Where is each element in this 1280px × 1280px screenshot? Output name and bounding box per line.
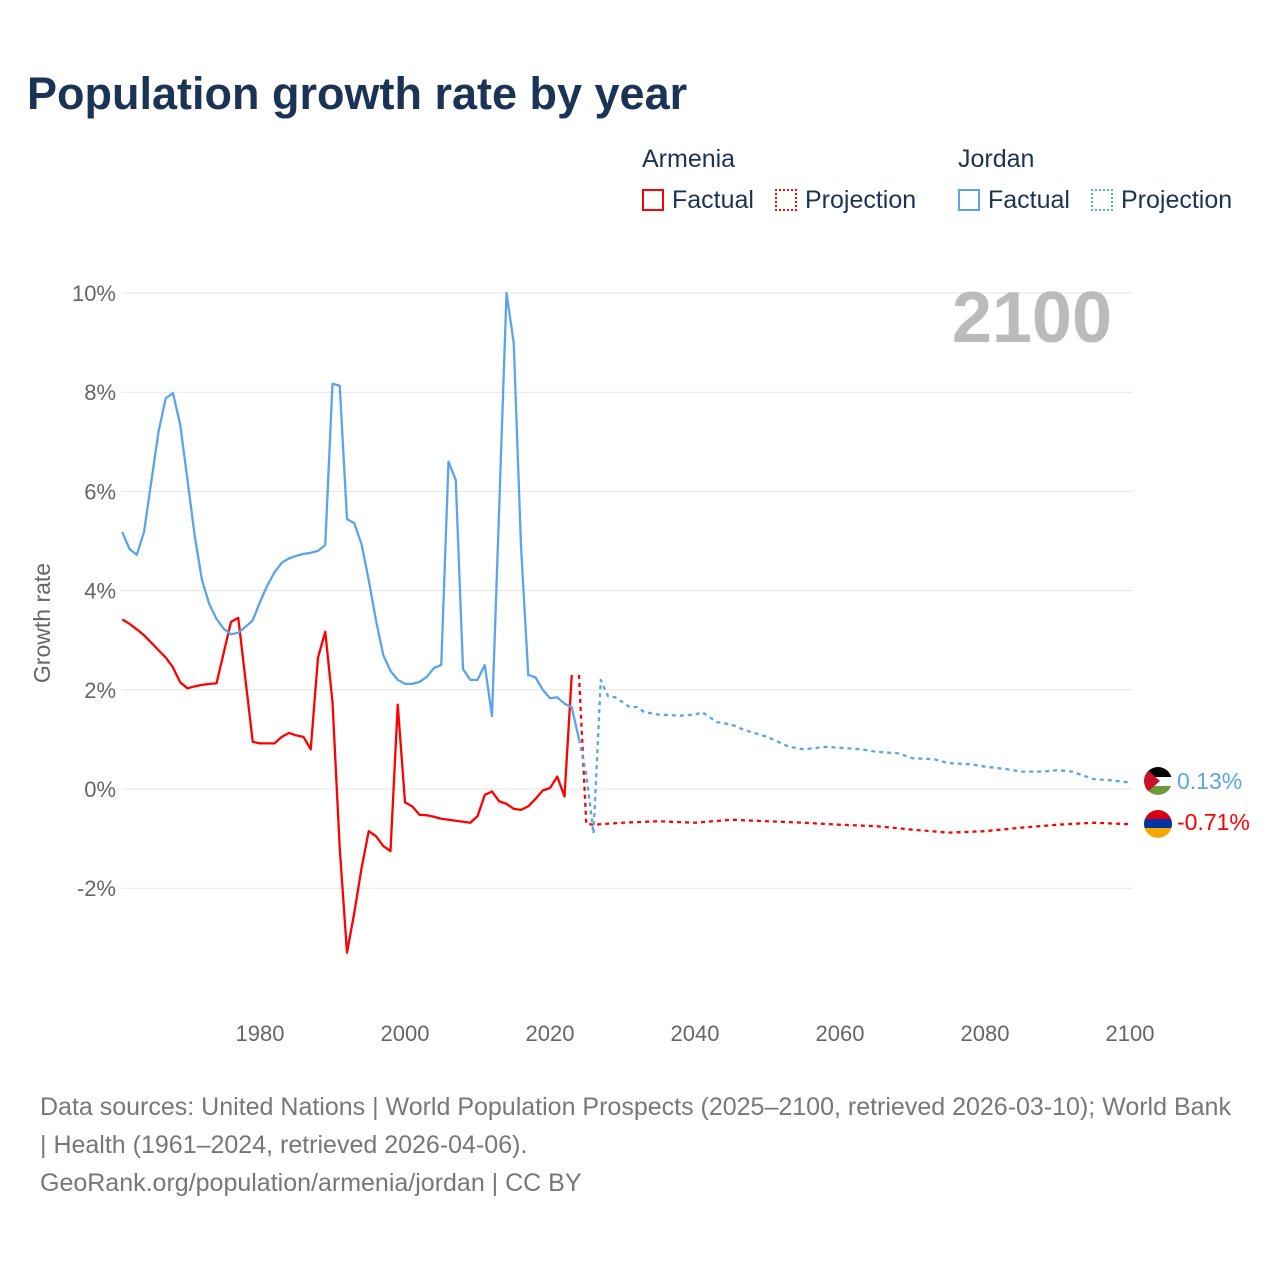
legend-label: Projection: [1121, 186, 1233, 214]
y-tick-label: 0%: [84, 777, 116, 802]
year-label: 2100: [952, 278, 1112, 358]
legend-armenia-projection[interactable]: Projection: [775, 186, 916, 215]
y-axis-label: Growth rate: [29, 563, 55, 683]
source-link[interactable]: GeoRank.org/population/armenia/jordan | …: [40, 1169, 582, 1197]
dotted-swatch-icon: [1091, 189, 1113, 211]
legend-label: Factual: [672, 186, 754, 214]
x-tick-label: 2000: [381, 1021, 430, 1046]
footer: Data sources: United Nations | World Pop…: [40, 1088, 1240, 1202]
jordan-end-value: 0.13%: [1177, 768, 1242, 794]
legend-jordan-factual[interactable]: Factual: [958, 186, 1070, 215]
x-tick-label: 2020: [526, 1021, 575, 1046]
y-tick-label: 2%: [84, 678, 116, 703]
armenia-factual-line: [121, 616, 573, 954]
solid-swatch-icon: [642, 189, 664, 211]
legend-jordan-title: Jordan: [958, 145, 1035, 173]
legend-jordan-projection[interactable]: Projection: [1091, 186, 1232, 215]
dotted-swatch-icon: [775, 189, 797, 211]
armenia-projection-line: [577, 674, 1131, 834]
legend-label: Factual: [988, 186, 1070, 214]
data-sources: Data sources: United Nations | World Pop…: [40, 1093, 1231, 1159]
x-tick-label: 2080: [961, 1021, 1010, 1046]
jordan-factual-line: [121, 291, 581, 740]
y-tick-label: 10%: [72, 281, 116, 306]
page-title: Population growth rate by year: [27, 68, 688, 119]
armenia-flag-icon: [1144, 810, 1172, 838]
legend-armenia-factual[interactable]: Factual: [642, 186, 754, 215]
legend-label: Projection: [805, 186, 917, 214]
solid-swatch-icon: [958, 189, 980, 211]
x-tick-label: 2040: [671, 1021, 720, 1046]
x-tick-label: 1980: [236, 1021, 285, 1046]
jordan-flag-icon: [1144, 767, 1172, 795]
y-tick-label: -2%: [77, 876, 116, 901]
x-tick-label: 2060: [816, 1021, 865, 1046]
y-tick-label: 4%: [84, 579, 116, 604]
legend-armenia-title: Armenia: [642, 145, 736, 173]
y-tick-label: 8%: [84, 380, 116, 405]
y-tick-label: 6%: [84, 479, 116, 504]
x-tick-label: 2100: [1106, 1021, 1155, 1046]
jordan-projection-line: [577, 678, 1131, 835]
armenia-end-value: -0.71%: [1177, 809, 1250, 835]
line-chart: 10% 8% 6% 4% 2% 0% -2% 1980 2000 2020 2040 2060 2080…: [29, 278, 1250, 1046]
